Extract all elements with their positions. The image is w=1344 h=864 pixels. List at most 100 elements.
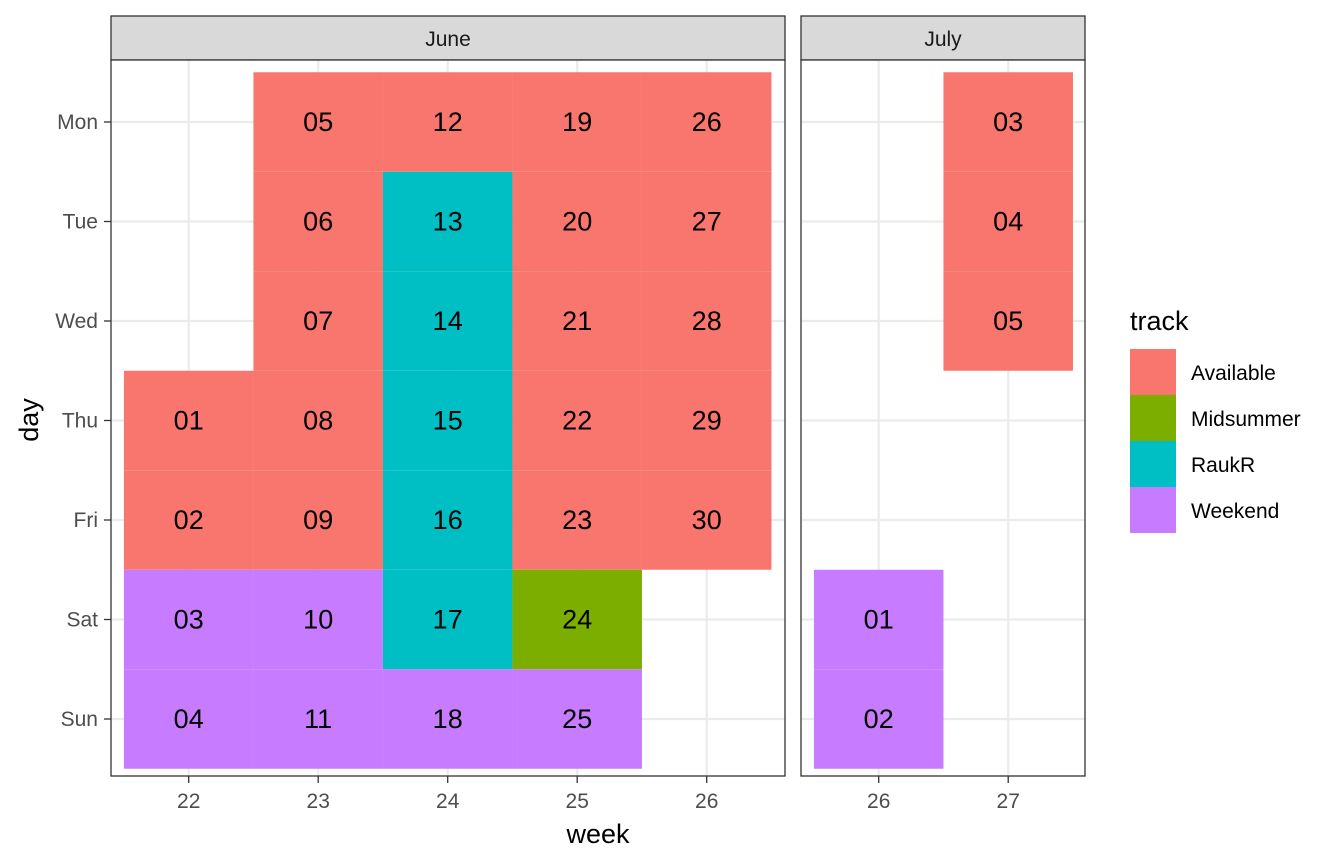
legend-title: track [1130, 306, 1189, 336]
legend-key-midsummer [1130, 395, 1176, 441]
tile-label: 09 [303, 505, 333, 535]
tile-available [253, 271, 383, 371]
tile-label: 03 [174, 605, 204, 635]
tile-raukr [382, 569, 513, 670]
tile-raukr [382, 271, 513, 371]
tile-raukr [382, 470, 513, 570]
tile-available [123, 470, 254, 570]
x-tick-label: 23 [307, 790, 330, 813]
legend-key-weekend [1130, 487, 1176, 533]
y-axis-title: day [14, 398, 44, 442]
tile-available [512, 370, 642, 471]
tile-label: 20 [562, 207, 592, 237]
tile-weekend [123, 669, 254, 769]
tile-weekend [253, 569, 383, 670]
y-tick-label: Thu [62, 410, 98, 433]
tile-label: 23 [562, 505, 592, 535]
tile-midsummer [512, 569, 642, 670]
facet-strip [110, 15, 786, 61]
y-tick-label: Sat [66, 609, 98, 632]
legend-label: Available [1191, 362, 1276, 385]
tile-label: 08 [303, 406, 333, 436]
tile-label: 26 [692, 107, 722, 137]
tile-label: 28 [692, 306, 722, 336]
tile-label: 29 [692, 406, 722, 436]
tile-label: 05 [303, 107, 333, 137]
tile-label: 04 [174, 704, 204, 734]
tile-available [943, 271, 1073, 371]
tile-weekend [813, 669, 944, 769]
x-axis-title: week [565, 819, 630, 849]
tile-available [641, 271, 772, 371]
tile-label: 22 [562, 406, 592, 436]
facet-strip-label: June [425, 28, 471, 51]
tile-weekend [382, 669, 513, 769]
facet-strip-label: July [924, 28, 962, 51]
tile-label: 14 [433, 306, 463, 336]
tile-label: 16 [433, 505, 463, 535]
tile-weekend [253, 669, 383, 769]
tile-available [382, 72, 513, 172]
tile-label: 03 [993, 107, 1023, 137]
tile-raukr [382, 171, 513, 272]
tile-available [512, 171, 642, 272]
x-tick-label: 22 [177, 790, 200, 813]
tile-label: 07 [303, 306, 333, 336]
tile-available [641, 370, 772, 471]
tile-available [512, 271, 642, 371]
y-axis: Mon Tue Wed Thu Fri Sat Sun [55, 111, 111, 731]
tile-available [943, 171, 1073, 272]
tile-label: 17 [433, 605, 463, 635]
tile-label: 25 [562, 704, 592, 734]
legend: track Available Midsummer RaukR Weekend [1130, 306, 1301, 533]
tile-label: 27 [692, 207, 722, 237]
x-tick-label: 27 [997, 790, 1020, 813]
tile-label: 05 [993, 306, 1023, 336]
y-tick-label: Tue [63, 211, 98, 234]
tile-label: 18 [433, 704, 463, 734]
tile-available [641, 470, 772, 570]
y-tick-label: Fri [74, 509, 99, 532]
x-tick-label: 26 [695, 790, 718, 813]
x-tick-label: 25 [566, 790, 589, 813]
tile-weekend [123, 569, 254, 670]
tile-label: 30 [692, 505, 722, 535]
legend-label: Midsummer [1191, 408, 1301, 431]
tile-weekend [512, 669, 642, 769]
facet-strip [800, 15, 1086, 61]
tile-label: 13 [433, 207, 463, 237]
panel-july: July 01 02 03 04 05 26 27 [800, 15, 1086, 813]
y-tick-label: Mon [57, 111, 98, 134]
facet-panels: June 01 02 03 04 05 06 07 08 09 10 11 12 13 14 15 16 17 18… [110, 15, 1086, 813]
tile-label: 12 [433, 107, 463, 137]
tile-available [253, 72, 383, 172]
tile-available [123, 370, 254, 471]
x-tick-label: 24 [436, 790, 460, 813]
tile-available [253, 171, 383, 272]
tile-available [943, 72, 1073, 172]
tile-weekend [813, 569, 944, 670]
panel-june: June 01 02 03 04 05 06 07 08 09 10 11 12 13 14 15 16 17 18… [110, 15, 786, 813]
tile-label: 06 [303, 207, 333, 237]
tile-label: 10 [303, 605, 333, 635]
legend-key-raukr [1130, 441, 1176, 487]
tile-label: 02 [174, 505, 204, 535]
tile-available [512, 470, 642, 570]
panel-border [800, 59, 1086, 777]
tile-label: 04 [993, 207, 1023, 237]
legend-key-available [1130, 349, 1176, 395]
tile-available [253, 370, 383, 471]
tile-available [641, 171, 772, 272]
legend-label: RaukR [1191, 454, 1255, 477]
y-tick-label: Sun [61, 708, 98, 731]
legend-label: Weekend [1191, 500, 1279, 523]
tile-available [253, 470, 383, 570]
y-tick-label: Wed [55, 310, 98, 333]
tile-label: 24 [562, 605, 592, 635]
tile-label: 01 [864, 605, 894, 635]
tile-label: 15 [433, 406, 463, 436]
tile-label: 21 [562, 306, 592, 336]
tile-available [641, 72, 772, 172]
tile-label: 19 [562, 107, 592, 137]
